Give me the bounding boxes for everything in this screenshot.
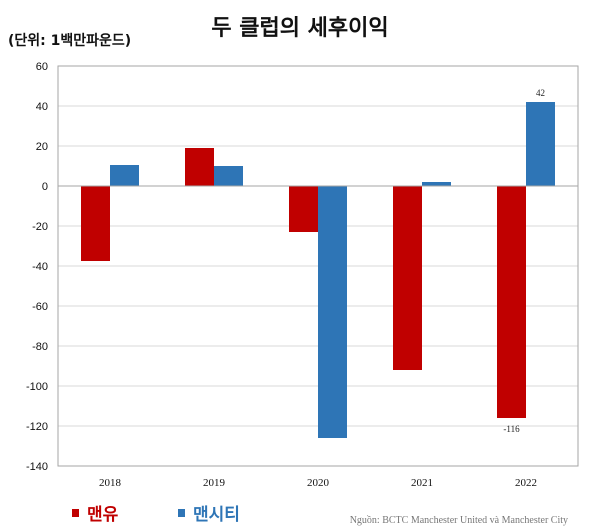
y-tick-label: 60 xyxy=(36,61,48,73)
y-tick-label: -40 xyxy=(32,261,48,273)
y-tick-label: -120 xyxy=(26,421,48,433)
y-tick-label: 0 xyxy=(42,181,48,193)
unit-label: (단위: 1백만파운드) xyxy=(8,33,132,49)
bar-man-city xyxy=(318,186,347,438)
legend-label-man-utd: 맨유 xyxy=(87,505,119,525)
y-tick-label: -80 xyxy=(32,341,48,353)
y-tick-label: -60 xyxy=(32,301,48,313)
source-note: Nguồn: BCTC Manchester United và Manches… xyxy=(349,515,568,526)
y-tick-label: -100 xyxy=(26,381,48,393)
bar-man-city xyxy=(422,182,451,186)
x-tick-label: 2018 xyxy=(99,477,122,489)
chart-title: 두 클럽의 세후이익 xyxy=(211,16,389,41)
legend-item-man-city: 맨시티 xyxy=(178,500,240,525)
bar-man-city xyxy=(214,166,243,186)
data-label: -116 xyxy=(503,424,520,434)
bar-man-city xyxy=(110,165,139,186)
y-tick-label: 40 xyxy=(36,101,48,113)
bar-man-utd xyxy=(497,186,526,418)
x-tick-label: 2019 xyxy=(203,477,226,489)
legend-swatch-man-utd xyxy=(72,508,79,517)
x-tick-label: 2021 xyxy=(411,477,433,489)
plot-area xyxy=(57,65,579,467)
legend-swatch-man-city xyxy=(178,508,185,517)
y-tick-label: -20 xyxy=(32,221,48,233)
bar-man-utd xyxy=(393,186,422,370)
data-label: 42 xyxy=(536,88,545,98)
bar-man-city xyxy=(526,102,555,186)
y-tick-label: -140 xyxy=(26,461,48,473)
bar-man-utd xyxy=(185,148,214,186)
bar-man-utd xyxy=(289,186,318,232)
bar-chart: 60 40 20 0 -20 -40 -60 -80 -100 -120 -140 2018 2019 2… xyxy=(26,61,579,489)
x-tick-label: 2020 xyxy=(307,477,330,489)
x-tick-label: 2022 xyxy=(515,477,537,489)
legend-item-man-utd: 맨유 xyxy=(72,500,118,525)
legend-label-man-city: 맨시티 xyxy=(193,505,240,525)
bar-man-utd xyxy=(81,186,110,261)
y-tick-label: 20 xyxy=(36,141,48,153)
